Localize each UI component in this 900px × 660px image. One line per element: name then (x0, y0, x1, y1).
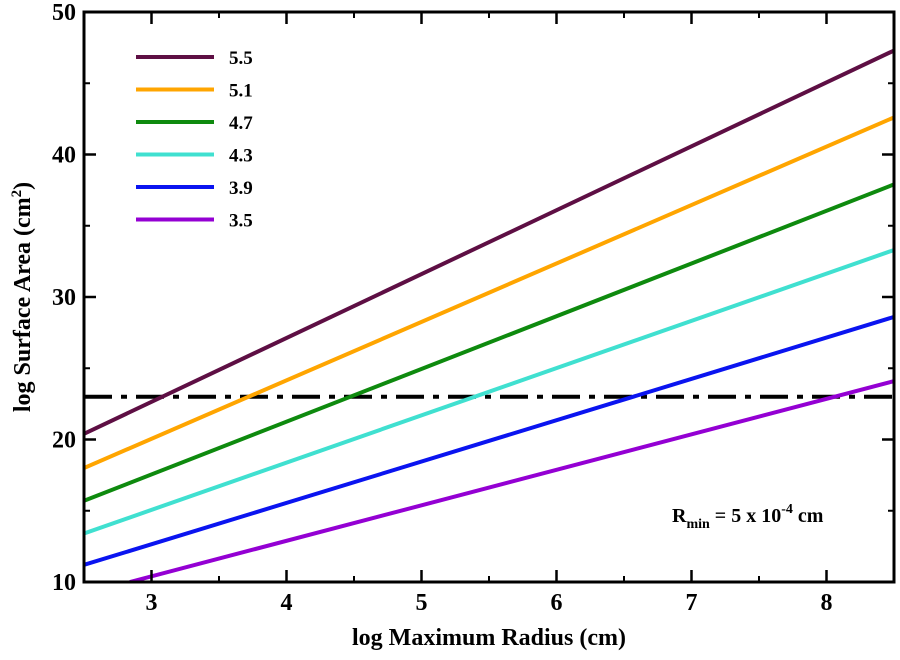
legend-label-4.3: 4.3 (229, 146, 253, 167)
series-line-5.1 (84, 115, 894, 470)
legend-label-4.7: 4.7 (229, 113, 253, 134)
x-tick-label: 3 (146, 590, 158, 616)
series-line-4.7 (84, 182, 894, 503)
x-tick-label: 6 (551, 590, 563, 616)
series-line-5.5 (84, 48, 894, 436)
legend-label-3.9: 3.9 (229, 178, 253, 199)
y-axis-title-sup: 2 (9, 190, 25, 198)
legend: 5.5 5.1 4.7 4.3 3.9 3.5 (136, 48, 253, 232)
series-layer (84, 48, 894, 582)
legend-label-3.5: 3.5 (229, 211, 253, 232)
x-tick-label: 5 (416, 590, 428, 616)
rmin-annotation: Rmin = 5 x 10-4 cm (672, 502, 824, 532)
annotation-mid: = 5 x 10 (710, 505, 781, 527)
y-tick-label: 20 (52, 428, 76, 454)
y-axis-title-main: log Surface Area (cm (10, 197, 36, 412)
legend-label-5.5: 5.5 (229, 48, 253, 69)
annotation-tail: cm (793, 505, 824, 527)
y-tick-label: 10 (52, 570, 76, 596)
annotation-sup: -4 (781, 502, 793, 517)
y-tick-label: 40 (52, 143, 76, 169)
y-axis-title-close: ) (10, 182, 36, 190)
x-tick-label: 8 (821, 590, 833, 616)
x-tick-label: 4 (281, 590, 293, 616)
plot-frame (82, 10, 896, 584)
y-tick-label: 30 (52, 285, 76, 311)
x-axis-title: log Maximum Radius (cm) (352, 625, 626, 651)
y-tick-label: 50 (52, 0, 76, 26)
annotation-sub: min (686, 517, 710, 532)
tick-layer: 3 4 5 6 7 8 10 20 30 40 50 (52, 0, 895, 616)
x-tick-label: 7 (686, 590, 698, 616)
series-line-3.9 (84, 314, 894, 567)
series-line-3.5 (129, 379, 894, 582)
y-axis-title: log Surface Area (cm2) (9, 182, 36, 412)
annotation-r: R (672, 505, 687, 527)
series-line-4.3 (84, 248, 894, 536)
legend-label-5.1: 5.1 (229, 81, 253, 102)
